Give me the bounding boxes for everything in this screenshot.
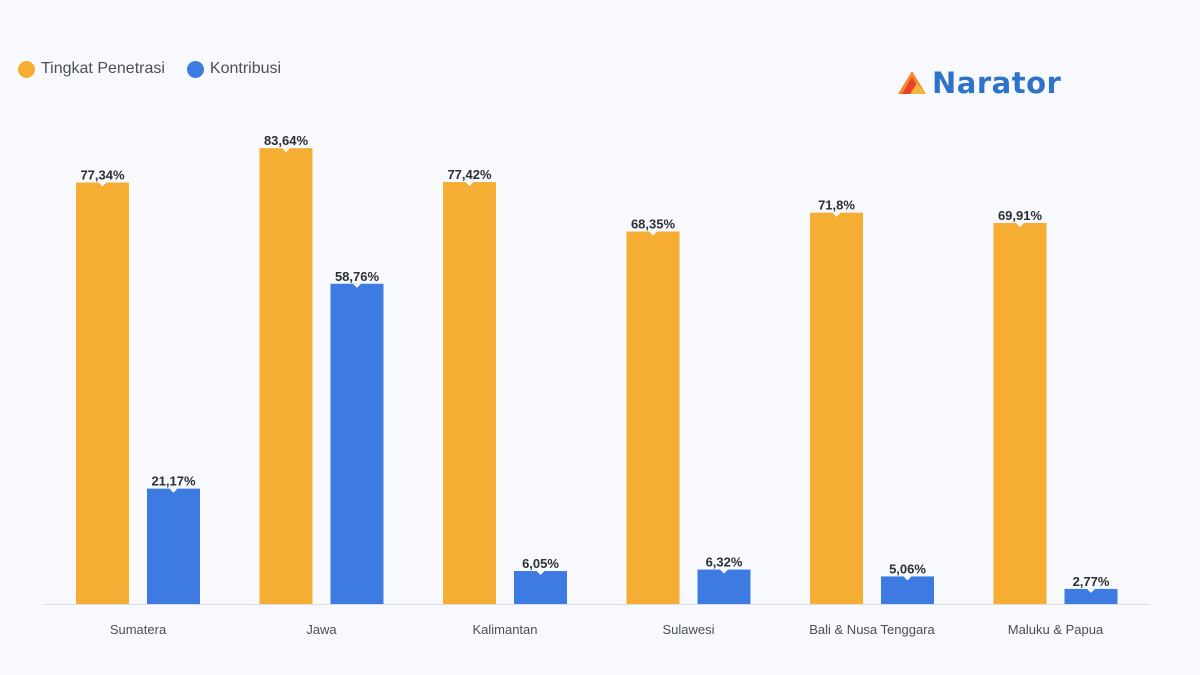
- value-label-penetrasi-2: 77,42%: [447, 167, 492, 182]
- bar-kontribusi-1[interactable]: [330, 283, 384, 604]
- value-label-kontribusi-5: 2,77%: [1073, 574, 1110, 589]
- value-label-kontribusi-2: 6,05%: [522, 556, 559, 571]
- value-label-penetrasi-4: 71,8%: [818, 198, 855, 213]
- value-pointer-kontribusi-4: [903, 576, 912, 581]
- bar-kontribusi-3[interactable]: [697, 569, 751, 604]
- bar-penetrasi-0[interactable]: [76, 182, 129, 604]
- legend-item-kontribusi[interactable]: Kontribusi: [186, 60, 282, 78]
- value-pointer-kontribusi-2: [536, 571, 545, 576]
- x-tick-label-5: Maluku & Papua: [1008, 622, 1104, 637]
- bar-penetrasi-3[interactable]: [626, 231, 680, 604]
- value-label-kontribusi-3: 6,32%: [706, 555, 743, 570]
- value-label-kontribusi-4: 5,06%: [889, 561, 926, 576]
- bar-penetrasi-4[interactable]: [810, 212, 863, 604]
- x-tick-label-4: Bali & Nusa Tenggara: [809, 622, 935, 637]
- x-tick-label-2: Kalimantan: [472, 622, 537, 637]
- value-label-kontribusi-1: 58,76%: [335, 269, 380, 284]
- triangle-logo-icon: [898, 71, 926, 94]
- bar-penetrasi-2[interactable]: [443, 182, 496, 604]
- bar-kontribusi-0[interactable]: [147, 488, 200, 604]
- value-pointer-kontribusi-5: [1087, 588, 1095, 593]
- value-label-penetrasi-1: 83,64%: [264, 133, 309, 148]
- legend-swatch-kontribusi: [186, 60, 204, 78]
- bar-kontribusi-2[interactable]: [514, 571, 567, 604]
- bar-kontribusi-4[interactable]: [881, 576, 934, 604]
- brand-name: Narator: [932, 66, 1062, 100]
- legend-label-kontribusi: Kontribusi: [209, 60, 282, 77]
- value-pointer-penetrasi-2: [465, 182, 474, 187]
- bar-penetrasi-1[interactable]: [259, 148, 313, 605]
- value-pointer-penetrasi-4: [832, 212, 841, 217]
- value-label-penetrasi-0: 77,34%: [80, 167, 125, 182]
- value-pointer-penetrasi-0: [98, 182, 107, 187]
- value-label-penetrasi-5: 69,91%: [998, 208, 1043, 223]
- bar-penetrasi-5[interactable]: [993, 222, 1047, 605]
- x-tick-label-0: Sumatera: [110, 622, 167, 637]
- value-pointer-kontribusi-0: [169, 488, 178, 493]
- value-pointer-kontribusi-1: [353, 283, 361, 288]
- value-pointer-penetrasi-5: [1016, 222, 1024, 227]
- value-pointer-penetrasi-1: [282, 148, 290, 153]
- x-tick-label-3: Sulawesi: [662, 622, 714, 637]
- legend-item-penetrasi[interactable]: Tingkat Penetrasi: [18, 60, 165, 78]
- value-label-kontribusi-0: 21,17%: [151, 474, 196, 489]
- value-pointer-kontribusi-3: [720, 569, 728, 574]
- value-label-penetrasi-3: 68,35%: [631, 216, 676, 231]
- legend: Tingkat Penetrasi Kontribusi: [18, 60, 281, 78]
- value-pointer-penetrasi-3: [649, 231, 657, 236]
- x-tick-label-1: Jawa: [306, 622, 337, 637]
- legend-swatch-penetrasi: [18, 60, 35, 78]
- brand-logo: Narator: [898, 66, 1061, 100]
- bar-kontribusi-5[interactable]: [1064, 588, 1118, 604]
- legend-label-penetrasi: Tingkat Penetrasi: [41, 60, 165, 77]
